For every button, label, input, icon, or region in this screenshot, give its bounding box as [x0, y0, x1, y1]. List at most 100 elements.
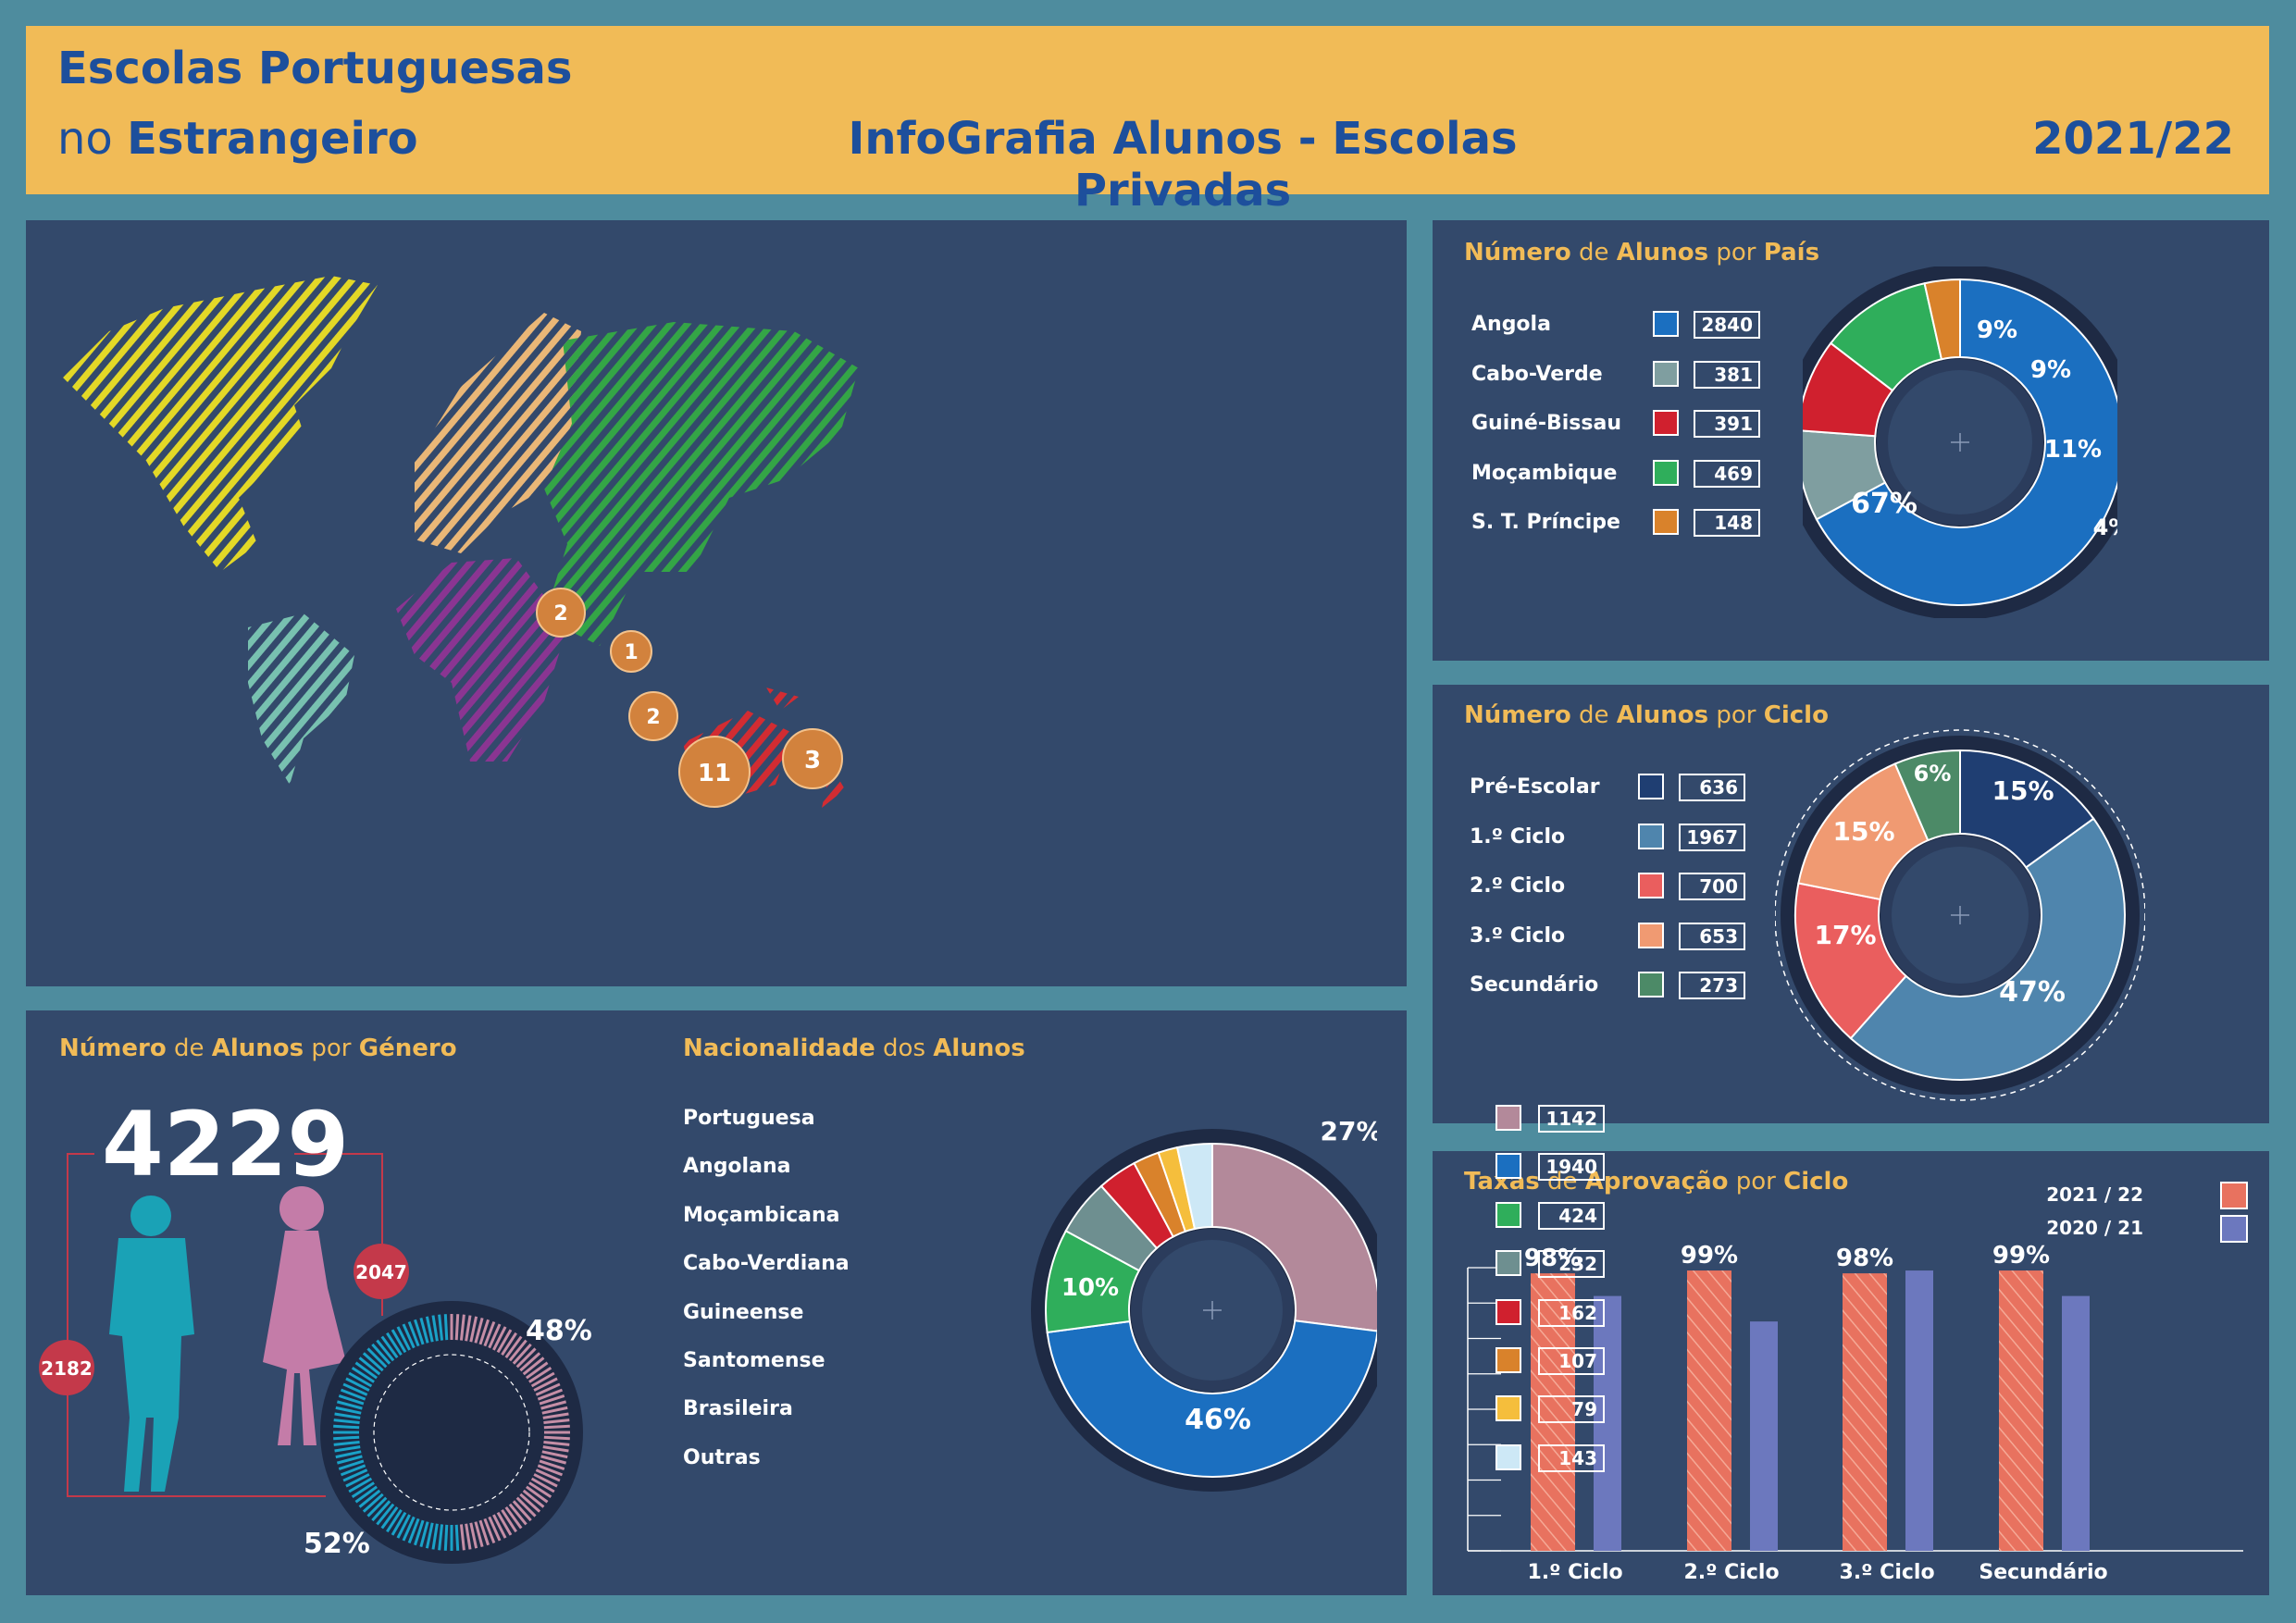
genero-ring-tick: [333, 1440, 360, 1446]
genero-ring-tick: [402, 1323, 416, 1349]
genero-ring-tick: [488, 1516, 502, 1542]
genero-ring-tick: [543, 1424, 570, 1430]
north-america-shape: [63, 276, 378, 572]
map-marker-count: 2: [553, 602, 567, 626]
map-marker: [628, 691, 678, 741]
genero-ring-tick: [402, 1516, 416, 1542]
nacionalidade-legend-swatch: [1496, 1153, 1521, 1180]
pais-percent-label: 9%: [2030, 356, 2071, 384]
map-marker: [536, 588, 586, 638]
map-marker-count: 1: [624, 641, 638, 664]
female-bracket-line: [381, 1153, 383, 1316]
ciclo-legend-row: Pré-Escolar 636: [1470, 772, 1753, 805]
nacionalidade-legend-label: Brasileira: [683, 1397, 793, 1421]
female-silhouette-icon: [263, 1186, 346, 1445]
genero-ring-tick: [336, 1400, 363, 1410]
ciclo-legend-swatch: [1638, 873, 1664, 898]
genero-ring-tick: [492, 1514, 507, 1539]
header-year: 2021/22: [2032, 113, 2234, 165]
genero-ring-tick: [539, 1394, 565, 1406]
genero-ring-tick: [469, 1316, 478, 1343]
pais-legend-value: 391: [1694, 410, 1760, 438]
pais-legend-swatch: [1653, 311, 1679, 337]
pais-legend-label: Moçambique: [1471, 461, 1618, 485]
pais-percent-label: 11%: [2044, 436, 2102, 464]
pais-slice: [1803, 429, 1887, 521]
ciclo-legend-swatch: [1638, 972, 1664, 997]
genero-ring-tick: [504, 1335, 523, 1358]
pais-donut-chart: 9% 9% 11% 4% 67%: [1803, 266, 2117, 618]
pais-legend-row: Angola 2840: [1471, 309, 1768, 342]
taxas-bar-2020: [1750, 1321, 1778, 1551]
world-map: 2 1 2 11 3: [63, 276, 859, 808]
map-marker: [610, 630, 652, 673]
genero-ring-tick: [354, 1485, 378, 1504]
taxas-category-label: 3.º Ciclo: [1839, 1561, 1934, 1584]
genero-ring-tick: [396, 1514, 411, 1539]
pais-percent-label: 67%: [1851, 488, 1917, 520]
nacionalidade-legend-row: Cabo-Verdiana 232: [683, 1248, 1612, 1282]
genero-ring-tick: [348, 1371, 373, 1388]
taxas-legend-swatch: [2220, 1215, 2248, 1243]
genero-title: Número de Alunos por Género: [59, 1035, 457, 1062]
nacionalidade-legend-label: Guineense: [683, 1300, 804, 1324]
map-marker-count: 2: [646, 706, 660, 729]
ciclo-percent-label: 15%: [1992, 775, 2054, 806]
genero-ring-tick: [504, 1506, 523, 1530]
genero-ring-inner-dashed: [373, 1354, 530, 1511]
pais-slice: [1815, 278, 2117, 606]
genero-ring-tick: [414, 1519, 425, 1546]
genero-ring-tick: [454, 1524, 460, 1551]
genero-ring-tick: [431, 1523, 439, 1550]
genero-ring-tick: [358, 1357, 381, 1376]
ciclo-legend-label: 2.º Ciclo: [1470, 874, 1566, 898]
nacionalidade-legend-value: 162: [1538, 1298, 1605, 1327]
ciclo-legend-value: 653: [1679, 922, 1745, 950]
genero-ring-tick: [483, 1518, 496, 1544]
ciclo-slice: [1797, 762, 1930, 901]
genero-ring-tick: [380, 1335, 399, 1358]
genero-ring-tick: [419, 1521, 429, 1548]
genero-ring-tick: [537, 1388, 564, 1401]
ciclo-title: Número de Alunos por Ciclo: [1464, 701, 1829, 729]
genero-ring-tick: [338, 1459, 365, 1470]
male-percent-label: 52%: [304, 1528, 370, 1560]
genero-ring-tick: [474, 1317, 484, 1344]
nacionalidade-legend-value: 79: [1538, 1395, 1605, 1424]
ciclo-legend-label: 1.º Ciclo: [1470, 824, 1566, 849]
taxas-bar-2020: [1905, 1270, 1933, 1551]
genero-ring-tick: [338, 1394, 365, 1406]
genero-ring-tick: [515, 1496, 537, 1518]
pais-legend-swatch: [1653, 509, 1679, 535]
nacionalidade-legend-label: Outras: [683, 1445, 761, 1469]
ciclo-legend-row: 2.º Ciclo 700: [1470, 871, 1753, 904]
pais-legend-row: Guiné-Bissau 391: [1471, 408, 1768, 441]
genero-ring-tick: [333, 1424, 360, 1430]
genero-ring-tick: [348, 1477, 373, 1493]
genero-ring-tick: [351, 1481, 375, 1498]
genero-ring-tick: [454, 1314, 460, 1341]
taxas-legend-label: 2020 / 21: [2046, 1217, 2143, 1239]
nacionalidade-legend-row: Angolana 1940: [683, 1151, 1612, 1184]
taxas-legend-swatch: [2220, 1182, 2248, 1209]
genero-ring-tick: [542, 1445, 569, 1453]
genero-ring-tick: [354, 1361, 378, 1380]
genero-ring-tick: [528, 1481, 552, 1498]
genero-ring-tick: [533, 1473, 558, 1488]
nacionalidade-legend-swatch: [1496, 1298, 1521, 1325]
genero-ring-tick: [541, 1450, 568, 1459]
genero-ring-tick: [396, 1326, 411, 1351]
taxas-bar-value-label: 98%: [1524, 1245, 1582, 1272]
taxas-bar-2021: [1999, 1270, 2043, 1551]
genero-ring-tick: [425, 1316, 434, 1343]
pais-legend-row: Moçambique 469: [1471, 458, 1768, 491]
genero-ring-tick: [515, 1347, 537, 1369]
ciclo-donut-chart: 15% 47% 17% 15% 6%: [1775, 729, 2145, 1101]
genero-ring-tick: [522, 1489, 545, 1508]
nacionalidade-legend-swatch: [1496, 1395, 1521, 1422]
europe-shape: [415, 313, 581, 553]
ciclo-legend-label: 3.º Ciclo: [1470, 923, 1566, 948]
nacionalidade-slice: [1211, 1142, 1377, 1332]
genero-ring-tick: [386, 1332, 403, 1356]
genero-ring-tick: [425, 1522, 434, 1549]
